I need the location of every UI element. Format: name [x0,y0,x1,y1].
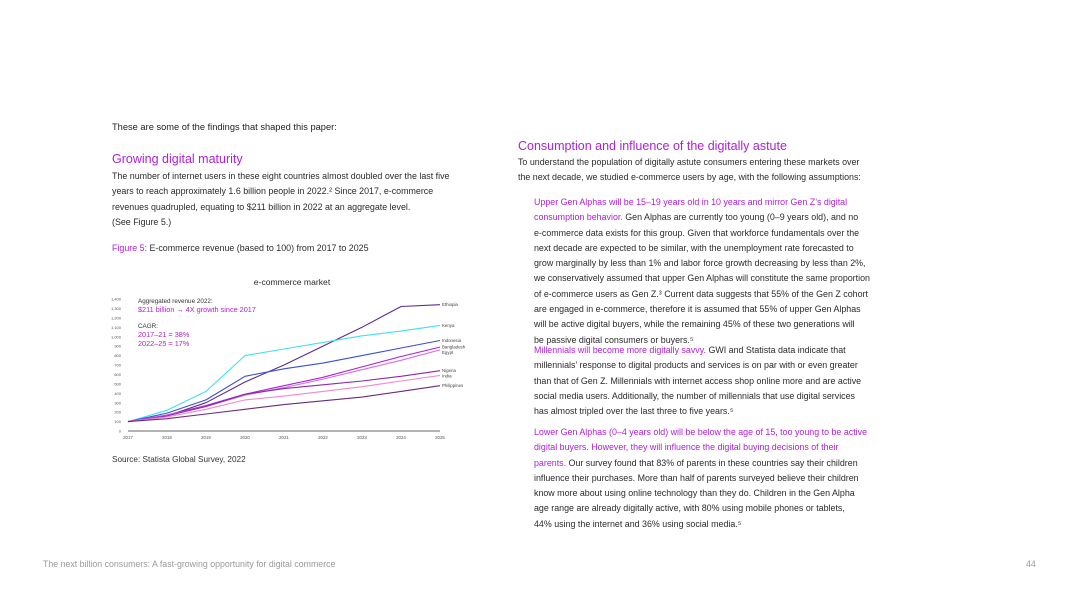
y-tick-label: 1,000 [111,334,122,339]
assumption-millennials: Millennials will become more digitally s… [534,343,904,419]
x-tick-label: 2017 [123,435,133,440]
x-tick-label: 2018 [162,435,172,440]
cagr-2017-21: 2017–21 = 38% [138,330,190,339]
y-tick-label: 600 [114,372,121,377]
y-tick-label: 500 [114,381,121,386]
body-line: The number of internet users in these ei… [112,171,450,181]
highlight-line: consumption behavior. [534,212,623,223]
chart-source: Source: Statista Global Survey, 2022 [112,455,246,464]
body-line: revenues quadrupled, equating to $211 bi… [112,201,411,212]
body-line: know more about using online technology … [534,488,855,499]
aggregate-label: Aggregated revenue 2022: [138,298,213,305]
body-line: 44% using the internet and 36% using soc… [534,518,742,529]
x-tick-label: 2020 [240,435,250,440]
digitally-astute-intro: To understand the population of digitall… [518,155,918,186]
growing-digital-maturity-body: The number of internet users in these ei… [112,169,492,230]
body-line: GWI and Statista data indicate that [705,345,846,355]
series-line-bangladesh [127,346,441,423]
series-end-label: Nigeria [442,368,456,373]
series-end-label: India [442,373,452,378]
assumption-lower-gen-alpha: Lower Gen Alphas (0–4 years old) will be… [534,425,904,532]
body-line: are engaged in e-commerce, therefore it … [534,304,861,315]
y-tick-label: 0 [119,429,122,434]
body-line: will be active digital buyers, while the… [534,319,855,330]
y-tick-label: 400 [114,391,121,396]
y-tick-label: 700 [114,363,121,368]
y-tick-label: 1,100 [111,325,122,330]
highlight-line: Lower Gen Alphas (0–4 years old) will be… [534,427,868,437]
page-number: 44 [1026,559,1036,569]
body-line: next decade are expected to be similar, … [534,242,854,253]
highlight-text: Millennials will become more digitally s… [534,345,706,355]
body-line: be passive digital consumers or buyers.⁵ [534,334,694,345]
x-tick-labels: 2017 2018 2019 2020 2021 2022 2023 2024 2025 [123,435,445,440]
series-end-label: Bangladesh [442,345,466,350]
series-line-kenya [127,324,441,423]
body-line: (See Figure 5.) [112,216,172,227]
intro-text: These are some of the findings that shap… [112,122,337,132]
section-heading-growing-digital-maturity: Growing digital maturity [112,152,243,166]
series-line-philippines [127,385,441,423]
series-end-label: Egypt [442,350,454,355]
body-line: age range are already digitally active, … [534,503,845,514]
y-tick-label: 1,200 [111,315,122,320]
x-tick-label: 2024 [396,435,406,440]
ecommerce-market-chart: e-commerce market 0 100 200 300 400 500 600 700… [111,277,466,440]
body-line: Our survey found that 83% of parents in … [566,457,858,468]
series-end-label: Indonesia [442,338,462,343]
highlight-line: digital buyers. However, they will influ… [534,442,839,453]
figure-caption-text: E-commerce revenue (based to 100) from 2… [147,243,369,253]
aggregate-value: $211 billion → 4X growth since 2017 [138,305,256,314]
y-tick-label: 100 [114,419,121,424]
body-line: has almost tripled over the last three t… [534,406,734,417]
chart-title: e-commerce market [254,277,331,287]
body-line: grow marginally by less than 1% and labo… [534,258,866,269]
body-line: than that of Gen Z. Millennials with int… [534,375,862,386]
body-line: years to reach approximately 1.6 billion… [112,186,434,197]
intro-line: To understand the population of digitall… [518,157,860,167]
y-tick-labels: 0 100 200 300 400 500 600 700 800 900 1,000 1,100 1,… [111,297,122,434]
y-tick-label: 800 [114,353,121,358]
figure-caption: Figure 5: E-commerce revenue (based to 1… [112,243,369,253]
x-tick-label: 2022 [318,435,328,440]
series-lines [127,304,441,423]
y-tick-label: 1,300 [111,306,122,311]
body-line: of e-commerce users as Gen Z.³ Current d… [534,288,868,299]
highlight-line: parents. [534,457,567,468]
series-line-india [127,374,441,423]
series-end-label: Ethiopia [442,302,458,307]
cagr-2022-25: 2022–25 = 17% [138,339,190,348]
x-tick-label: 2025 [435,435,445,440]
x-tick-label: 2021 [279,435,289,440]
series-end-label: Philippines [442,383,464,388]
assumption-upper-gen-alpha: Upper Gen Alphas will be 15–19 years old… [534,195,904,348]
series-line-indonesia [127,339,441,423]
body-line: influence their purchases. More than hal… [534,472,859,483]
body-line: millennials’ response to digital product… [534,360,858,371]
series-line-nigeria [127,370,441,423]
y-tick-label: 200 [114,410,121,415]
footer-title: The next billion consumers: A fast-growi… [43,559,336,569]
y-tick-label: 1,400 [111,297,122,302]
highlight-line: Upper Gen Alphas will be 15–19 years old… [534,197,848,207]
section-heading-digitally-astute: Consumption and influence of the digital… [518,139,787,153]
body-line: Gen Alphas are currently too young (0–9 … [622,212,859,223]
x-tick-label: 2023 [357,435,367,440]
intro-line: the next decade, we studied e-commerce u… [518,172,861,183]
cagr-label: CAGR: [138,323,158,330]
y-tick-label: 300 [114,400,121,405]
body-line: e-commerce data exists for this group. G… [534,227,860,238]
x-tick-label: 2019 [201,435,211,440]
body-line: we conservatively assumed that upper Gen… [534,273,870,284]
body-line: social media users. Additionally, the nu… [534,390,855,401]
series-end-label: Kenya [442,323,455,328]
figure-label: Figure 5: [112,243,148,253]
y-tick-label: 900 [114,344,121,349]
